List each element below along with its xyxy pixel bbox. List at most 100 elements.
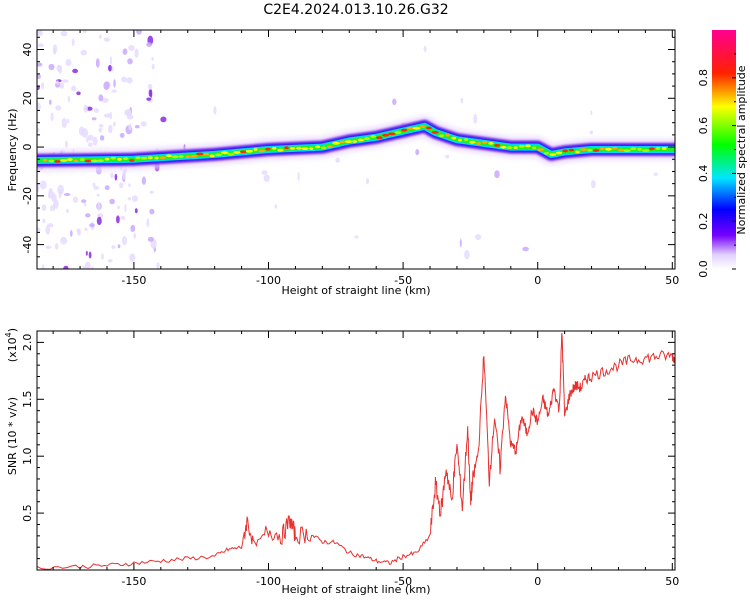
colorbar-ticks: 0.0 0.2 0.4 0.6 0.8 <box>697 53 736 278</box>
noise-blob <box>37 62 43 67</box>
ridge-hotspot <box>344 140 353 144</box>
ridge-hotspot <box>406 126 415 130</box>
noise-blob <box>127 197 132 201</box>
x-tick-label: -50 <box>394 575 412 588</box>
noise-blob <box>111 66 114 72</box>
noise-blob <box>522 246 529 252</box>
noise-blob <box>92 136 98 146</box>
ridge-hotspot <box>661 147 667 150</box>
ridge-hotspot <box>110 156 116 160</box>
noise-blob <box>146 218 150 228</box>
noise-blob <box>274 204 278 209</box>
snr-y-ticks: 0.5 1.0 1.5 2.0 <box>21 334 675 560</box>
y-tick-label: 2.0 <box>21 334 34 352</box>
ridge-hotspot <box>320 146 327 150</box>
noise-blob <box>423 45 427 53</box>
ridge-hotspot <box>555 151 563 155</box>
x-tick-label: -50 <box>394 274 412 287</box>
noise-blob <box>107 259 113 263</box>
ridge-hotspot <box>122 157 129 161</box>
noise-blob <box>141 176 146 185</box>
snr-panel: -150 -100 -50 0 50 0.5 1.0 1.5 2.0 Height of st… <box>4 328 679 596</box>
noise-blob <box>60 236 68 245</box>
ridge-hotspot <box>147 156 153 160</box>
colorbar-tick-label: 0.6 <box>697 117 710 135</box>
noise-blob <box>365 178 370 185</box>
ridge-hotspot <box>382 133 389 137</box>
noise-blob <box>55 105 62 111</box>
noise-blob <box>109 111 112 120</box>
ridge-hotspot <box>84 159 93 163</box>
noise-blob <box>147 83 153 90</box>
spectrogram-y-label: Frequency (Hz) <box>6 109 19 192</box>
ridge-hotspot <box>464 138 469 142</box>
ridge-hotspot <box>42 159 48 162</box>
noise-blob <box>42 218 46 224</box>
noise-blob <box>48 63 55 71</box>
ridge-hotspot <box>376 136 383 140</box>
noise-blob <box>60 30 68 37</box>
ridge-hotspot <box>494 144 501 147</box>
ridge-hotspot <box>290 147 296 150</box>
noise-blob <box>55 82 61 88</box>
x-tick-label: -150 <box>121 575 146 588</box>
spectrogram-noise <box>37 30 667 269</box>
noise-blob <box>109 198 115 205</box>
noise-blob <box>41 82 45 90</box>
ridge-hotspot <box>54 160 61 163</box>
ridge-hotspot <box>301 147 309 151</box>
ridge-hotspot <box>605 147 612 151</box>
ridge-hotspot <box>532 146 537 150</box>
ridge-hotspot <box>245 149 253 153</box>
ridge-hotspot <box>104 157 110 161</box>
noise-blob <box>88 251 92 259</box>
ridge-hotspot <box>568 148 575 152</box>
noise-blob <box>37 127 40 133</box>
noise-blob <box>103 81 110 90</box>
noise-blob <box>53 199 59 209</box>
noise-blob <box>37 74 41 80</box>
noise-blob <box>119 132 125 138</box>
ridge-hotspot <box>117 157 122 161</box>
noise-blob <box>84 227 88 231</box>
ridge-hotspot <box>575 150 580 154</box>
ridge-hotspot <box>420 125 426 128</box>
noise-blob <box>147 236 154 242</box>
noise-blob <box>128 123 132 131</box>
y-tick-label: 1.0 <box>21 447 34 465</box>
noise-blob <box>39 180 47 190</box>
noise-blob <box>108 64 112 72</box>
noise-blob <box>81 128 89 138</box>
noise-blob <box>82 265 86 269</box>
ridge-hotspot <box>48 159 55 163</box>
noise-blob <box>65 59 72 66</box>
noise-blob <box>354 235 359 239</box>
snr-scale-exponent: 4 <box>4 332 13 337</box>
noise-blob <box>93 108 99 113</box>
ridge-hotspot <box>488 142 494 145</box>
ridge-hotspot <box>370 135 377 138</box>
ridge-hotspot <box>140 156 148 160</box>
colorbar-tick-label: 0.2 <box>697 212 710 230</box>
noise-blob <box>213 106 217 115</box>
noise-blob <box>494 170 500 179</box>
ridge-hotspot <box>73 159 79 163</box>
ridge-hotspot <box>445 133 450 137</box>
noise-blob <box>156 262 160 269</box>
noise-blob <box>85 213 91 218</box>
noise-blob <box>590 110 593 115</box>
noise-blob <box>96 216 102 226</box>
colorbar-tick-label: 0.4 <box>697 165 710 183</box>
noise-blob <box>146 42 153 47</box>
noise-blob <box>97 201 101 212</box>
noise-blob <box>392 98 397 106</box>
spectrogram-y-ticks: 40 20 0 -20 -40 <box>21 36 675 270</box>
noise-blob <box>88 142 93 148</box>
noise-blob <box>134 48 139 58</box>
x-tick-label: 0 <box>534 575 541 588</box>
noise-blob <box>89 223 95 228</box>
noise-blob <box>101 253 104 260</box>
noise-blob <box>111 89 117 93</box>
snr-y-label: SNR (10 * v/v) <box>6 397 19 475</box>
colorbar-gradient <box>712 30 736 269</box>
